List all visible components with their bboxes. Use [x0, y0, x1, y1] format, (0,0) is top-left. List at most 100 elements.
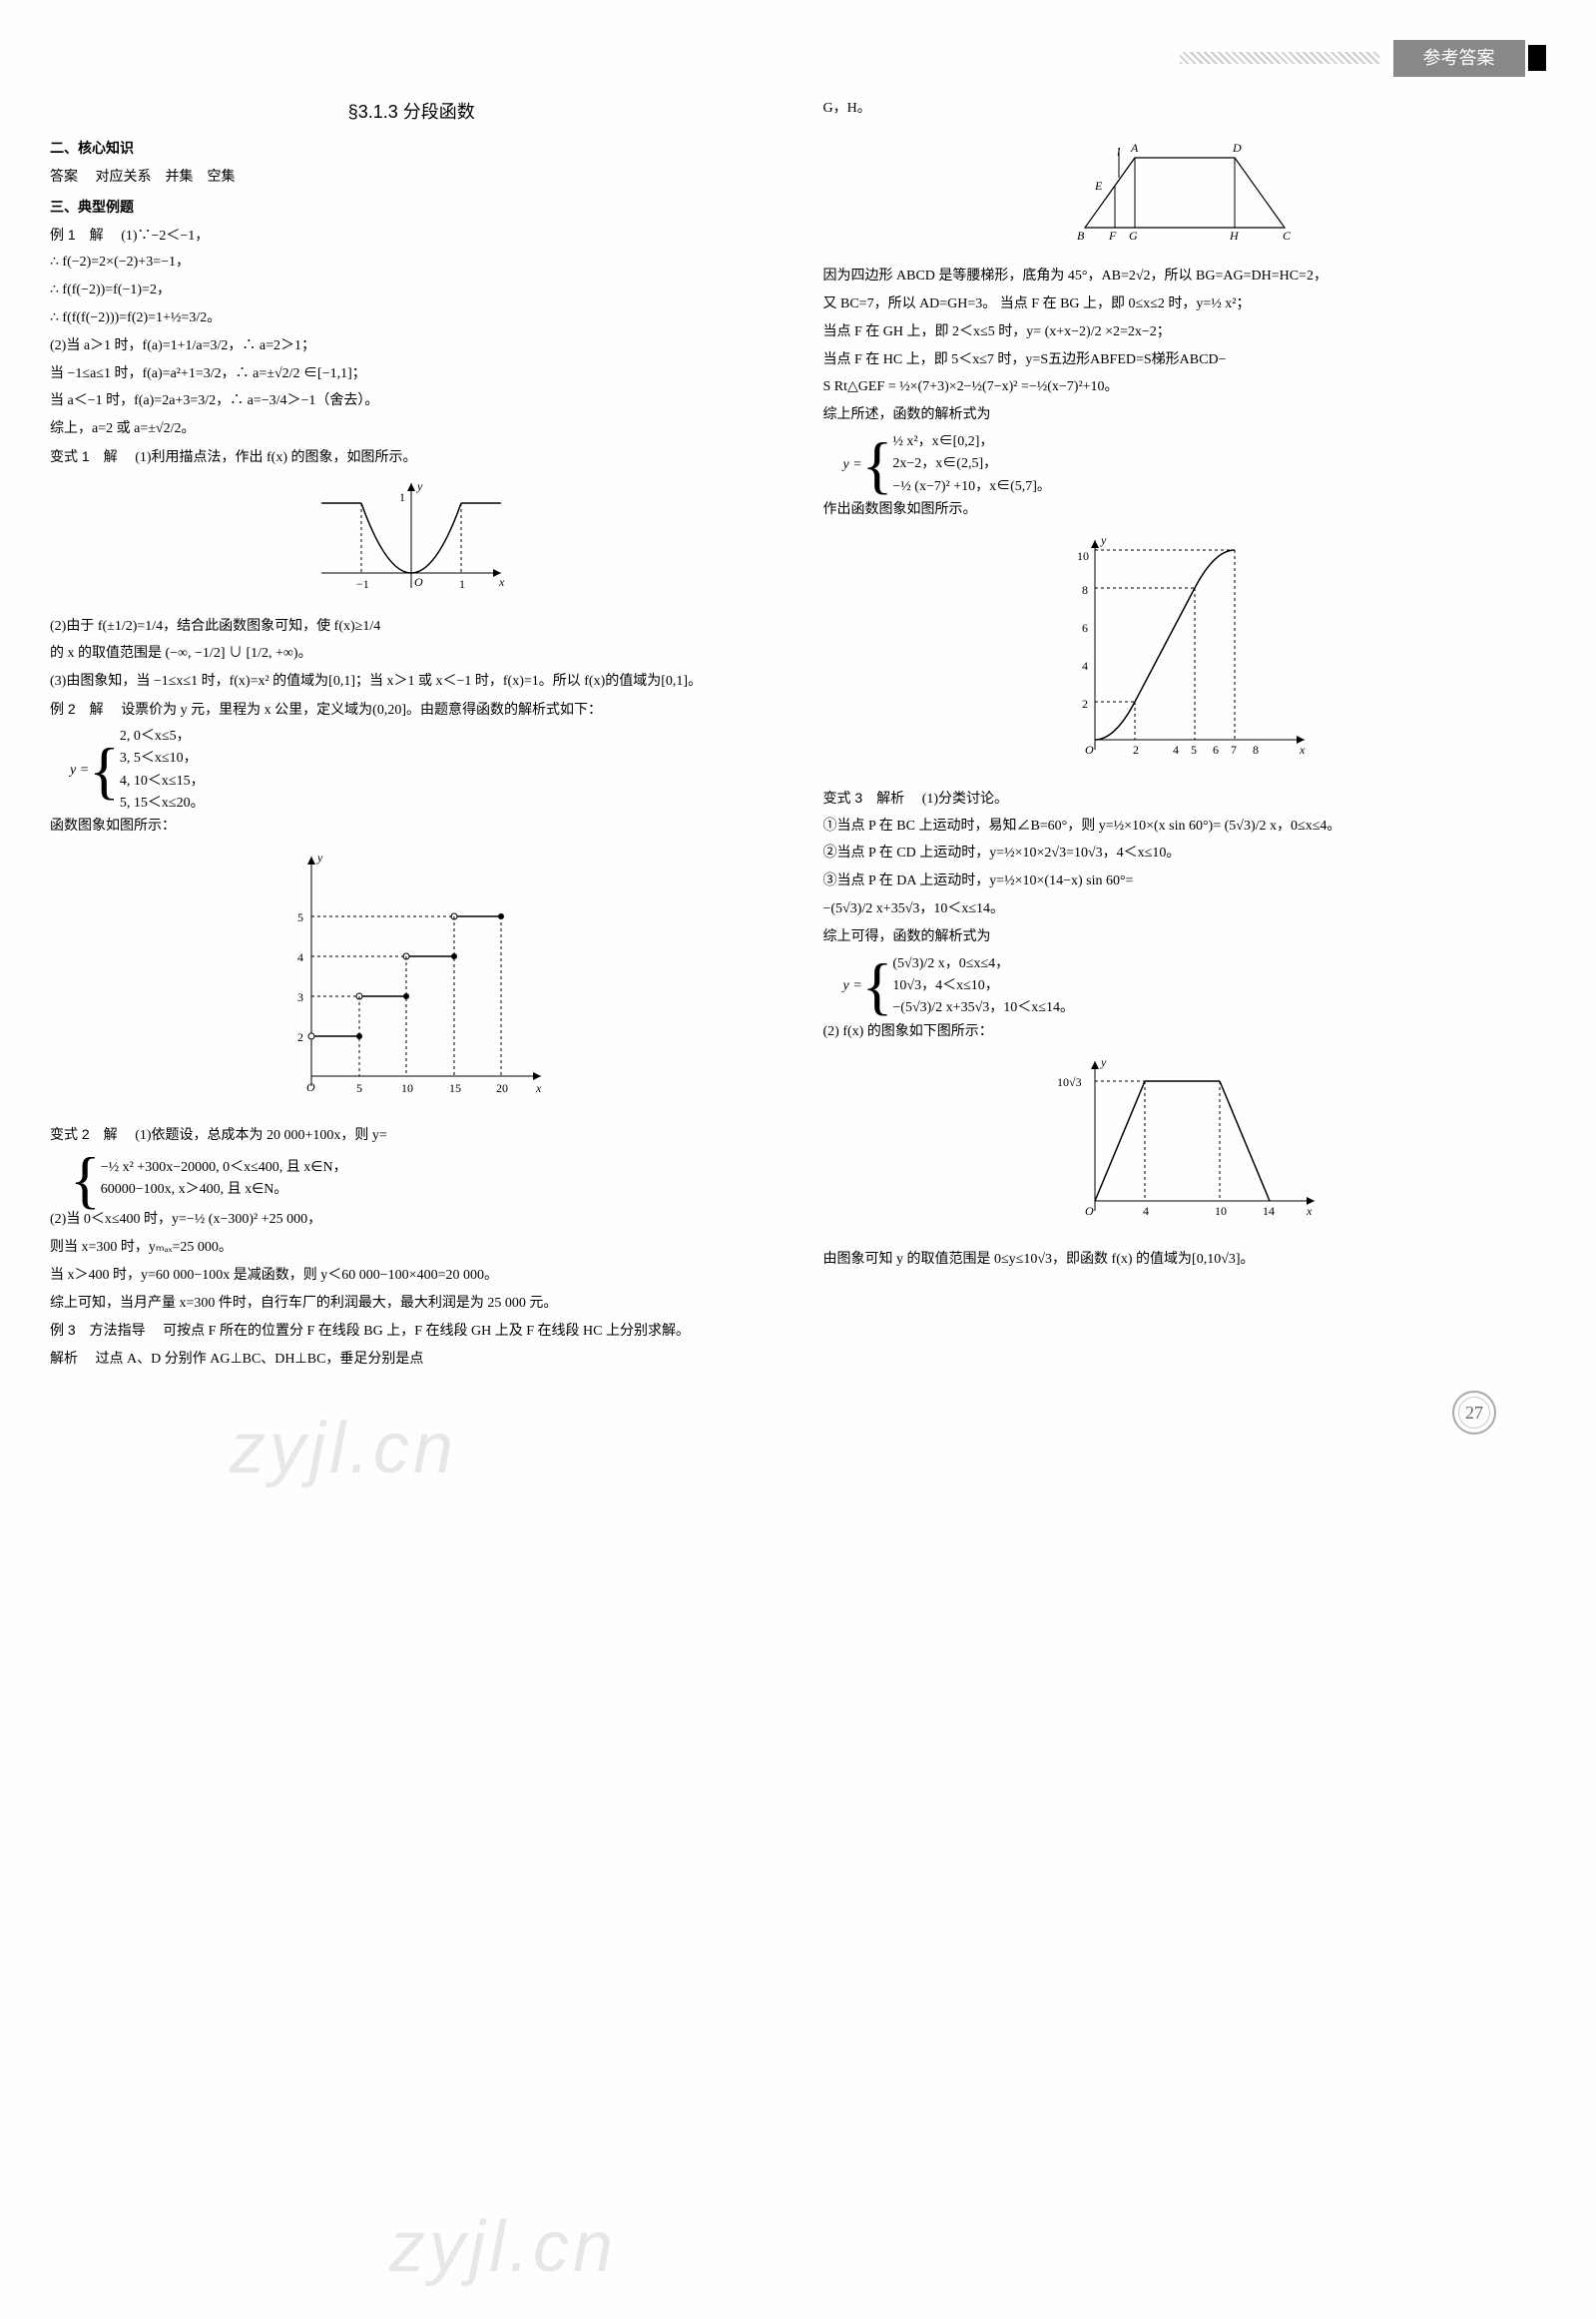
section-title: §3.1.3 分段函数 [50, 97, 774, 128]
watermark: zyjl.cn [389, 2186, 617, 2308]
svg-text:5: 5 [1191, 743, 1197, 757]
variant-label: 变式 1 解 [50, 448, 118, 464]
svg-text:E: E [1094, 179, 1103, 193]
svg-text:H: H [1229, 229, 1240, 243]
svg-text:2: 2 [1082, 697, 1088, 711]
example-label: 例 2 解 [50, 701, 104, 717]
variant-1: 变式 1 解 (1)利用描点法，作出 f(x) 的图象，如图所示。 [50, 445, 774, 470]
variant-label: 变式 3 解析 [823, 790, 905, 806]
svg-text:x: x [1306, 1204, 1313, 1218]
svg-text:10: 10 [1215, 1204, 1227, 1218]
piece: −½ x² +300x−20000, 0＜x≤400, 且 x∈N， [101, 1157, 347, 1179]
example-label: 例 1 解 [50, 227, 104, 243]
math: ②当点 P 在 CD 上运动时，y=½×10×2√3=10√3，4＜x≤10。 [823, 842, 1547, 866]
header-label: 参考答案 [1393, 40, 1525, 77]
text: 函数图象如图所示： [50, 815, 774, 839]
text: (1)分类讨论。 [922, 792, 1008, 807]
svg-text:4: 4 [1082, 659, 1088, 673]
example-3: 例 3 方法指导 可按点 F 所在的位置分 F 在线段 BG 上，F 在线段 G… [50, 1319, 774, 1344]
svg-text:y: y [1100, 1055, 1107, 1069]
svg-text:O: O [1085, 743, 1094, 757]
text: 过点 A、D 分别作 AG⊥BC、DH⊥BC，垂足分别是点 [96, 1352, 424, 1367]
svg-text:A: A [1130, 141, 1139, 155]
svg-text:7: 7 [1231, 743, 1237, 757]
math: (2)当 a＞1 时，f(a)=1+1/a=3/2，∴ a=2＞1； [50, 334, 774, 358]
page-number-value: 27 [1452, 1391, 1496, 1435]
svg-text:1: 1 [399, 490, 405, 504]
figure-piecewise: O 2 4 6 8 x 2 4 6 8 10 y [823, 530, 1547, 779]
heading-core: 二、核心知识 [50, 137, 774, 161]
svg-text:O: O [306, 1080, 315, 1094]
piecewise-trap2: y = { (5√3)/2 x，0≤x≤4， 10√3，4＜x≤10， −(5√… [823, 953, 1547, 1020]
svg-text:x: x [535, 1081, 542, 1095]
math: ③当点 P 在 DA 上运动时，y=½×10×(14−x) sin 60°= [823, 870, 1547, 893]
math: (2)由于 f(±1/2)=1/4，结合此函数图象可知，使 f(x)≥1/4 [50, 615, 774, 639]
piece: 2, 0＜x≤5， [120, 726, 205, 748]
text: (2) f(x) 的图象如下图所示： [823, 1020, 1547, 1044]
math: ∴ f(−2)=2×(−2)+3=−1， [50, 251, 774, 275]
parse: 解析 过点 A、D 分别作 AG⊥BC、DH⊥BC，垂足分别是点 [50, 1347, 774, 1372]
math: ∴ f(f(f(−2)))=f(2)=1+½=3/2。 [50, 306, 774, 330]
figure-trapezoid: B F G H C A D E l [823, 128, 1547, 257]
right-column: G，H。 B F G H C A D E l [823, 97, 1547, 1375]
svg-text:y: y [416, 479, 423, 493]
math: 的 x 的取值范围是 (−∞, −1/2] ∪ [1/2, +∞)。 [50, 642, 774, 666]
math: 综上，a=2 或 a=±√2/2。 [50, 417, 774, 441]
svg-text:8: 8 [1082, 583, 1088, 597]
svg-text:D: D [1232, 141, 1242, 155]
variant-3: 变式 3 解析 (1)分类讨论。 [823, 787, 1547, 812]
svg-text:2: 2 [1133, 743, 1139, 757]
watermark: zyjl.cn [230, 1388, 457, 1509]
svg-text:O: O [414, 575, 423, 589]
svg-text:G: G [1129, 229, 1138, 243]
piece: 5, 15＜x≤20。 [120, 793, 205, 815]
svg-text:F: F [1108, 229, 1117, 243]
text: 作出函数图象如图所示。 [823, 498, 1547, 522]
math: (2)当 0＜x≤400 时，y=−½ (x−300)² +25 000， [50, 1208, 774, 1232]
piecewise-fare: y = { 2, 0＜x≤5， 3, 5＜x≤10， 4, 10＜x≤15， 5… [50, 726, 774, 816]
svg-text:y: y [1100, 533, 1107, 547]
math: 则当 x=300 时，yₘₐₓ=25 000。 [50, 1236, 774, 1260]
svg-text:4: 4 [1143, 1204, 1149, 1218]
figure-trap-graph: O 4 10 14 x 10√3 y [823, 1051, 1547, 1240]
math: S Rt△GEF = ½×(7+3)×2−½(7−x)² =−½(x−7)²+1… [823, 375, 1547, 399]
text: (1)利用描点法，作出 f(x) 的图象，如图所示。 [135, 450, 416, 465]
math: 由图象可知 y 的取值范围是 0≤y≤10√3，即函数 f(x) 的值域为[0,… [823, 1248, 1547, 1272]
piecewise-trap: y = { ½ x²，x∈[0,2]， 2x−2，x∈(2,5]， −½ (x−… [823, 431, 1547, 498]
math: 因为四边形 ABCD 是等腰梯形，底角为 45°，AB=2√2，所以 BG=AG… [823, 265, 1547, 289]
header-edge [1528, 45, 1546, 71]
example-1: 例 1 解 (1)∵−2＜−1， [50, 224, 774, 249]
svg-text:B: B [1077, 229, 1085, 243]
text: 设票价为 y 元，里程为 x 公里，定义域为(0,20]。由题意得函数的解析式如… [121, 703, 602, 718]
math: ∴ f(f(−2))=f(−1)=2， [50, 279, 774, 302]
svg-text:10: 10 [401, 1081, 413, 1095]
piece: −½ (x−7)² +10，x∈(5,7]。 [892, 476, 1051, 498]
math: (3)由图象知，当 −1≤x≤1 时，f(x)=x² 的值域为[0,1]；当 x… [50, 670, 774, 694]
svg-text:3: 3 [297, 990, 303, 1004]
svg-text:4: 4 [1173, 743, 1179, 757]
piece: 10√3，4＜x≤10， [892, 975, 1074, 997]
piece: (5√3)/2 x，0≤x≤4， [892, 953, 1074, 975]
text: (1)∵−2＜−1， [121, 229, 209, 244]
example-label: 例 3 方法指导 [50, 1322, 146, 1338]
answer-label: 答案 [50, 168, 78, 184]
math: 综上所述，函数的解析式为 [823, 403, 1547, 427]
svg-text:20: 20 [496, 1081, 508, 1095]
math: 又 BC=7，所以 AD=GH=3。 当点 F 在 BG 上，即 0≤x≤2 时… [823, 292, 1547, 316]
svg-text:x: x [498, 575, 505, 589]
svg-text:10: 10 [1077, 549, 1089, 563]
math: 综上可得，函数的解析式为 [823, 925, 1547, 949]
svg-text:O: O [1085, 1204, 1094, 1218]
math: 当 a＜−1 时，f(a)=2a+3=3/2，∴ a=−3/4＞−1（舍去）。 [50, 389, 774, 413]
piece: 60000−100x, x＞400, 且 x∈N。 [101, 1179, 347, 1201]
svg-text:5: 5 [356, 1081, 362, 1095]
math: 当 −1≤a≤1 时，f(a)=a²+1=3/2，∴ a=±√2/2 ∈[−1,… [50, 362, 774, 386]
svg-text:−1: −1 [356, 577, 369, 591]
page-number: 27 [1452, 1391, 1496, 1435]
answer-text: 对应关系 并集 空集 [96, 170, 236, 185]
svg-text:14: 14 [1263, 1204, 1275, 1218]
math: ①当点 P 在 BC 上运动时，易知∠B=60°，则 y=½×10×(x sin… [823, 815, 1547, 839]
page-header: 参考答案 [50, 40, 1546, 77]
parse-label: 解析 [50, 1350, 78, 1366]
piece: −(5√3)/2 x+35√3，10＜x≤14。 [892, 997, 1074, 1019]
